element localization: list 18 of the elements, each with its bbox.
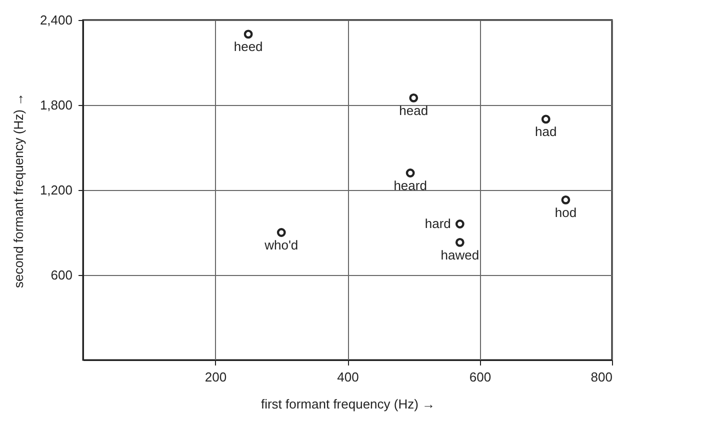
y-axis-title: second formant frequency (Hz) → xyxy=(10,92,26,288)
y-tick-label: 600 xyxy=(50,268,72,282)
annotation: who'd xyxy=(264,238,298,252)
annotation: heed xyxy=(234,39,263,54)
y-tick-label: 1,200 xyxy=(40,182,72,198)
x-tick-label: 400 xyxy=(337,370,359,384)
x-tick-label: 800 xyxy=(590,370,612,384)
annotation: head xyxy=(399,102,428,118)
x-axis-title: first formant frequency (Hz) → xyxy=(260,396,436,412)
y-tick-label: 2,400 xyxy=(40,12,72,28)
annotation: hard xyxy=(424,216,451,231)
annotation: hod xyxy=(554,204,577,220)
annotation: hawed xyxy=(440,247,480,262)
x-tick-label: 200 xyxy=(204,370,227,384)
annotation: heard xyxy=(394,178,427,193)
x-tick-label: 600 xyxy=(469,370,492,384)
annotation: had xyxy=(535,124,557,140)
y-tick-label: 1,800 xyxy=(40,98,72,112)
